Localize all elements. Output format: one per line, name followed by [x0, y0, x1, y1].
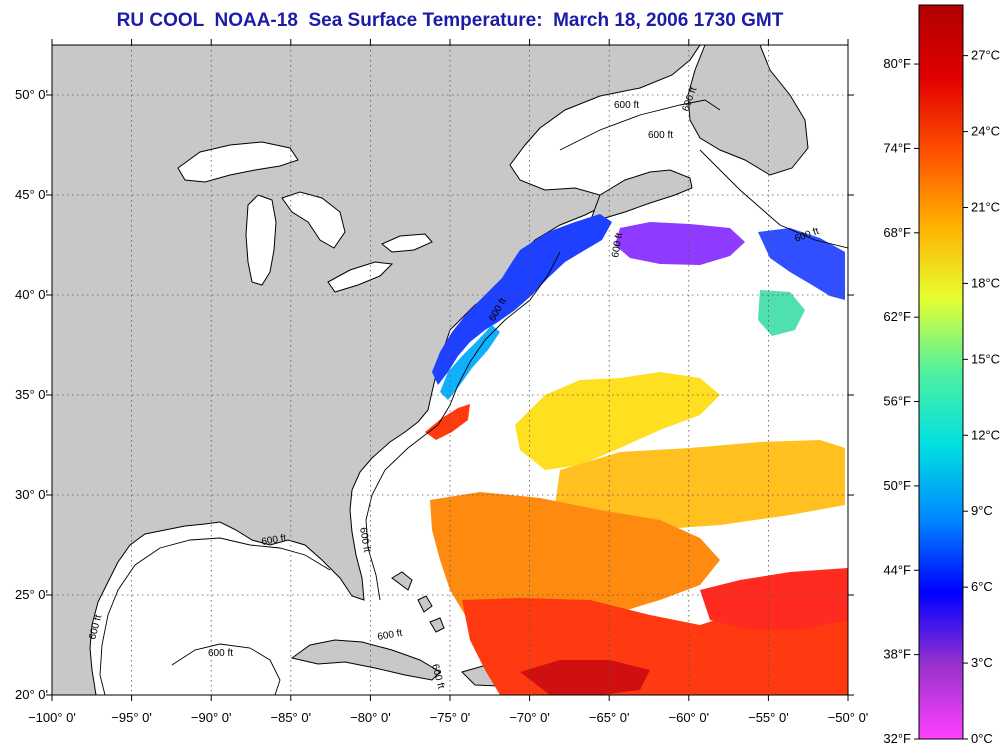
celsius-label: 27°C [971, 48, 1000, 63]
longitude-label: −70° 0' [509, 710, 550, 725]
north-america-land [52, 45, 701, 695]
contour-label: 600 ft [614, 100, 639, 111]
celsius-label: 3°C [971, 655, 993, 670]
sst-gulfstream-hot [520, 660, 650, 695]
fahrenheit-label: 32°F [883, 731, 911, 746]
longitude-label: −95° 0' [111, 710, 152, 725]
map-gridlines [52, 45, 848, 695]
colorbar-ticks: 0°C 3°C 6°C 9°C 12°C 15°C 18°C 21°C 24°C 27°C 32°F… [883, 48, 1000, 746]
sst-scotian-green [758, 290, 805, 336]
isobath-600ft-stlawrence [559, 99, 721, 151]
longitude-label: −80° 0' [350, 710, 391, 725]
lake-erie [327, 261, 394, 293]
celsius-label: 6°C [971, 579, 993, 594]
sst-mid-yellow [515, 372, 720, 470]
longitude-label: −75° 0' [430, 710, 471, 725]
contour-label: 600 ft [648, 130, 673, 141]
fahrenheit-label: 44°F [883, 562, 911, 577]
isobath-600ft-gulf-south [171, 643, 281, 695]
sst-hatteras-warm [425, 404, 470, 440]
celsius-label: 24°C [971, 124, 1000, 139]
sst-southeast-warm [700, 568, 848, 630]
sst-lower-mid-yellow [555, 440, 845, 530]
celsius-label: 0°C [971, 731, 993, 746]
contour-label: 600 ft [357, 527, 372, 554]
celsius-label: 9°C [971, 503, 993, 518]
longitude-label: −60° 0' [669, 710, 710, 725]
longitude-label: −65° 0' [589, 710, 630, 725]
lake-superior [177, 141, 299, 183]
celsius-label: 21°C [971, 199, 1000, 214]
map-layers: 600 ft 600 ft 600 ft 600 ft 600 ft 600 f… [52, 45, 848, 695]
latitude-label: 40° 0' [15, 287, 48, 302]
latitude-label: 35° 0' [15, 387, 48, 402]
isobath-600ft-atlantic [365, 251, 561, 601]
celsius-label: 15°C [971, 351, 1000, 366]
fahrenheit-label: 68°F [883, 225, 911, 240]
latitude-label: 25° 0' [15, 587, 48, 602]
bahamas-land [391, 571, 445, 633]
sst-patches [425, 214, 848, 695]
latitude-label: 20° 0' [15, 687, 48, 702]
fahrenheit-label: 62°F [883, 309, 911, 324]
longitude-label: −50° 0' [828, 710, 869, 725]
contour-label: 600 ft [208, 648, 233, 659]
isobath-600ft-scotian [699, 149, 848, 249]
fahrenheit-label: 56°F [883, 394, 911, 409]
isobath-600ft-gulf [99, 537, 331, 695]
lake-ontario [381, 233, 433, 253]
latitude-label: 50° 0' [15, 87, 48, 102]
sst-gulfofmaine-purple [615, 222, 745, 265]
map-title: RU COOL NOAA-18 Sea Surface Temperature:… [116, 10, 784, 31]
fahrenheit-label: 50°F [883, 478, 911, 493]
map-axes: −100° 0' −95° 0' −90° 0' −85° 0' −80° 0' −75°… [15, 39, 868, 725]
lake-michigan [245, 194, 277, 286]
colorbar [918, 4, 964, 740]
sst-scotian-blue [758, 228, 845, 300]
celsius-label: 12°C [971, 427, 1000, 442]
longitude-label: −90° 0' [191, 710, 232, 725]
latitude-label: 30° 0' [15, 487, 48, 502]
contour-label: 600 ft [377, 628, 404, 643]
sst-coastal-blue [432, 214, 612, 385]
lake-huron [281, 191, 346, 249]
contour-label: 600 ft [610, 232, 625, 259]
longitude-label: −100° 0' [28, 710, 76, 725]
celsius-label: 18°C [971, 275, 1000, 290]
longitude-label: −55° 0' [748, 710, 789, 725]
fahrenheit-label: 80°F [883, 56, 911, 71]
contour-label: 600 ft [261, 533, 288, 548]
longitude-label: −85° 0' [271, 710, 312, 725]
latitude-label: 45° 0' [15, 187, 48, 202]
fahrenheit-label: 38°F [883, 647, 911, 662]
fahrenheit-label: 74°F [883, 140, 911, 155]
cuba-land [290, 639, 441, 681]
